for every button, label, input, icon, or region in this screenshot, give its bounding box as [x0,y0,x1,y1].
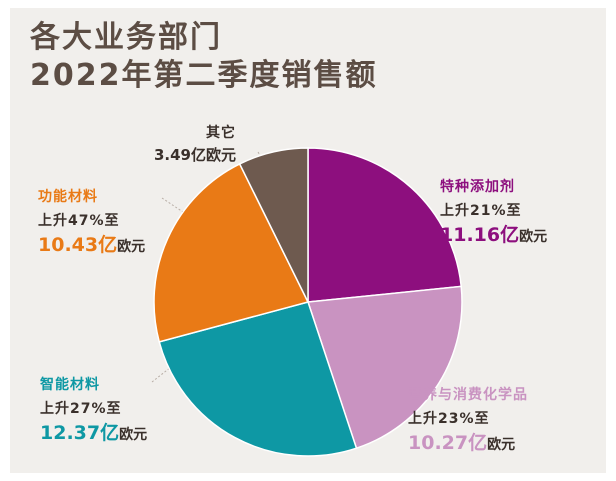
label-nutrition-name: 营养与消费化学品 [408,387,528,403]
label-smart-name: 智能材料 [40,377,100,393]
label-smart-change: 上升27%至 [40,401,122,417]
label-functional-change: 上升47%至 [38,213,120,229]
label-nutrition-amount: 10.27亿 [408,432,488,454]
label-smart: 智能材料 上升27%至 12.37亿欧元 [40,374,147,445]
label-functional: 功能材料 上升47%至 10.43亿欧元 [38,186,145,257]
label-others-name: 其它 [206,125,236,141]
label-functional-name: 功能材料 [38,189,98,205]
label-additives: 特种添加剂 上升21%至 11.16亿欧元 [440,176,547,247]
label-nutrition-change: 上升23%至 [408,411,490,427]
pie-slice-smart [158,301,358,457]
pie-slice-additives [307,147,463,303]
chart-title-line2: 2022年第二季度销售额 [30,58,378,93]
label-smart-amount: 12.37亿 [40,422,120,444]
pie-slice-nutrition [306,285,463,450]
label-additives-amount: 11.16亿 [440,224,520,246]
label-functional-unit: 欧元 [117,239,146,255]
label-others-value: 3.49亿欧元 [153,146,236,164]
label-smart-unit: 欧元 [119,427,148,443]
pie-slice-others [238,147,309,303]
label-additives-name: 特种添加剂 [440,179,515,195]
pie-slices [153,147,463,457]
chart-title-line1: 各大业务部门 [30,20,222,55]
label-nutrition: 营养与消费化学品 上升23%至 10.27亿欧元 [408,384,528,455]
label-functional-amount: 10.43亿 [38,234,118,256]
label-nutrition-unit: 欧元 [487,437,516,453]
label-additives-change: 上升21%至 [440,203,522,219]
label-additives-unit: 欧元 [519,229,548,245]
label-others: 其它 3.49亿欧元 [106,122,236,165]
pie-slice-functional [153,162,310,343]
